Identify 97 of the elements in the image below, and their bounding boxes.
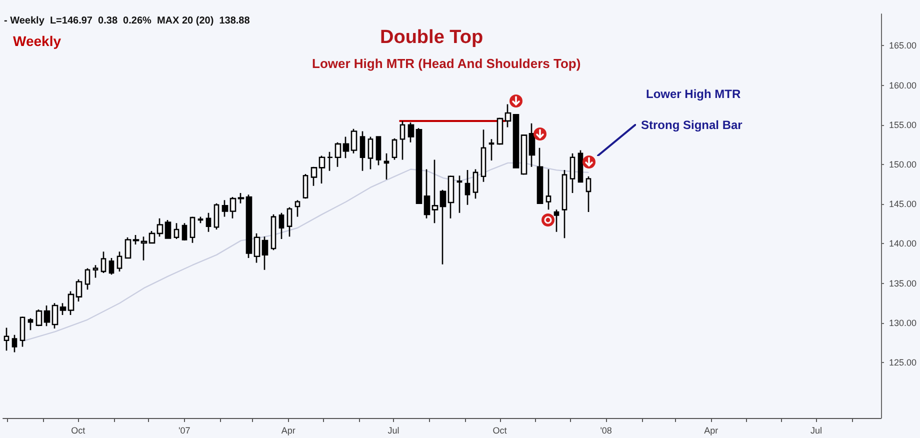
candlestick (512, 114, 520, 168)
candlestick (174, 222, 180, 240)
candlestick (52, 302, 58, 330)
candlestick (262, 236, 268, 271)
text: Lower High MTR (Head And Shoulders Top) (312, 56, 581, 71)
candlestick (586, 176, 592, 213)
candlestick (350, 128, 358, 154)
candlestick (76, 278, 82, 302)
y-tick-label: 150.00 (889, 160, 917, 170)
candlestick (376, 136, 382, 166)
annotation: Lower High MTR (646, 87, 741, 101)
candlestick (456, 174, 462, 214)
candlestick (408, 122, 414, 143)
candlestick (92, 264, 98, 278)
candlestick (20, 316, 26, 348)
candlestick (116, 250, 122, 272)
candlestick (302, 173, 308, 200)
candlestick (156, 218, 164, 238)
candlestick (488, 138, 494, 162)
candlestick (570, 152, 576, 194)
candlestick (182, 222, 188, 242)
line-series (22, 162, 590, 342)
candlestick (230, 196, 236, 220)
x-tick-label: '08 (600, 426, 612, 436)
candlestick (520, 134, 528, 176)
candlestick (342, 136, 350, 159)
candlestick (472, 168, 478, 200)
candlestick (164, 219, 172, 239)
candlestick (206, 212, 212, 232)
candlestick (60, 302, 66, 316)
x-tick-label: Jul (810, 426, 822, 436)
candlestick (360, 130, 366, 172)
candlestick (190, 216, 196, 244)
annotation: Strong Signal Bar (641, 118, 743, 132)
candlestick (318, 155, 326, 184)
candlestick (368, 136, 374, 170)
candlestick (36, 308, 42, 327)
candlestick (28, 318, 34, 331)
y-tick-label: 145.00 (889, 199, 917, 210)
candlestick (432, 159, 438, 224)
annotation: Weekly (13, 33, 62, 49)
candlestick (416, 127, 422, 204)
candlestick (132, 234, 140, 246)
candlestick (198, 216, 204, 224)
x-tick-label: Oct (492, 426, 508, 436)
candlestick (546, 168, 552, 210)
candlestick (68, 290, 74, 316)
candlestick (440, 189, 446, 265)
candlestick (44, 304, 50, 327)
candlestick (254, 232, 260, 264)
candlestick (384, 152, 390, 180)
text: Double Top (380, 27, 484, 48)
candlestick (310, 166, 318, 187)
x-tick-label: Apr (704, 426, 718, 436)
candlestick (562, 169, 568, 239)
candlestick (246, 194, 252, 259)
candlestick (528, 122, 536, 168)
candlestick (140, 236, 148, 262)
candlestick (334, 142, 342, 168)
candlestick (392, 138, 398, 160)
y-tick-label: 140.00 (889, 238, 917, 249)
candlestick (148, 230, 156, 244)
y-tick-label: 165.00 (889, 40, 917, 51)
candlestick (84, 268, 90, 290)
candlestick (278, 212, 284, 240)
candlestick (108, 257, 114, 276)
x-tick-label: '07 (178, 426, 190, 436)
y-tick-label: 130.00 (889, 318, 917, 328)
candlestick (554, 209, 560, 232)
candlestick (100, 250, 106, 274)
x-tick-label: Oct (71, 426, 86, 436)
candlestick (496, 117, 504, 146)
candlestick (294, 200, 300, 218)
x-tick-label: Apr (281, 426, 296, 436)
candlestick (4, 327, 10, 352)
candlestick (424, 168, 430, 220)
candlestick (238, 192, 244, 204)
candlestick (536, 147, 544, 204)
candlestick (214, 202, 220, 230)
y-tick-label: 125.00 (889, 358, 917, 368)
candlestick (222, 200, 228, 218)
candlestick (286, 206, 292, 238)
y-tick-label: 160.00 (889, 80, 917, 90)
candlestick (400, 120, 406, 160)
y-tick-label: 155.00 (889, 120, 917, 130)
candlestick (464, 169, 470, 206)
candlestick (504, 104, 512, 128)
y-tick-label: 135.00 (889, 278, 917, 288)
candlestick (12, 334, 18, 353)
candlestick (480, 129, 486, 183)
annotation: - Weekly L=146.97 0.38 0.26% MAX 20 (20) 138.88 (4, 16, 250, 26)
candlestick (578, 150, 584, 183)
x-tick-label: Jul (388, 426, 400, 436)
candlestick (270, 214, 276, 251)
candlestick (326, 151, 334, 172)
candlestick (124, 236, 132, 259)
candlestick (448, 174, 454, 220)
